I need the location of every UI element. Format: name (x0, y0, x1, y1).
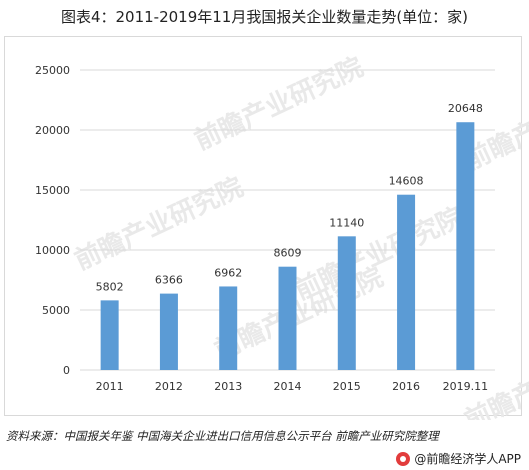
chart-title: 图表4：2011-2019年11月我国报关企业数量走势(单位：家) (60, 8, 469, 26)
data-label: 6366 (155, 274, 183, 287)
data-label: 6962 (214, 266, 242, 279)
y-tick-label: 20000 (35, 124, 70, 137)
y-tick-label: 15000 (35, 184, 70, 197)
y-tick-label: 5000 (42, 304, 70, 317)
x-tick-label: 2016 (392, 380, 420, 393)
bar-2019.11 (456, 122, 475, 370)
x-axis-ticks: 2011 2012 2013 2014 2015 2016 2019.11 (96, 380, 488, 393)
data-label: 11140 (329, 216, 364, 229)
x-tick-label: 2012 (155, 380, 183, 393)
x-tick-label: 2015 (333, 380, 361, 393)
y-axis-ticks: 0 5000 10000 15000 20000 25000 (35, 64, 70, 377)
brand-text: @前瞻经济学人APP (414, 452, 521, 466)
y-tick-label: 0 (63, 364, 70, 377)
bars (100, 122, 475, 370)
bar-2011 (100, 300, 119, 370)
x-tick-label: 2019.11 (443, 380, 489, 393)
watermark-1: 前瞻产业研究院 (70, 171, 248, 276)
chart-frame (4, 36, 522, 416)
x-tick-label: 2011 (96, 380, 124, 393)
bar-2012 (159, 293, 178, 370)
bar-2013 (219, 286, 238, 370)
y-tick-label: 10000 (35, 244, 70, 257)
bar-2014 (278, 266, 297, 370)
watermark-0: 前瞻产业研究院 (190, 51, 368, 156)
footer-brand: @前瞻经济学人APP (396, 450, 521, 467)
source-note: 资料来源：中国报关年鉴 中国海关企业进出口信用信息公示平台 前瞻产业研究院整理 (6, 429, 439, 443)
y-tick-label: 25000 (35, 64, 70, 77)
data-label: 5802 (96, 280, 124, 293)
bar-2015 (337, 236, 356, 370)
x-tick-label: 2014 (274, 380, 302, 393)
x-tick-label: 2013 (214, 380, 242, 393)
data-labels: 5802 6366 6962 8609 11140 14608 20648 (96, 102, 483, 293)
bar-2016 (397, 194, 416, 370)
data-label: 8609 (274, 247, 302, 260)
data-label: 20648 (448, 102, 483, 115)
data-label: 14608 (389, 175, 424, 188)
brand-logo-icon (396, 451, 411, 466)
